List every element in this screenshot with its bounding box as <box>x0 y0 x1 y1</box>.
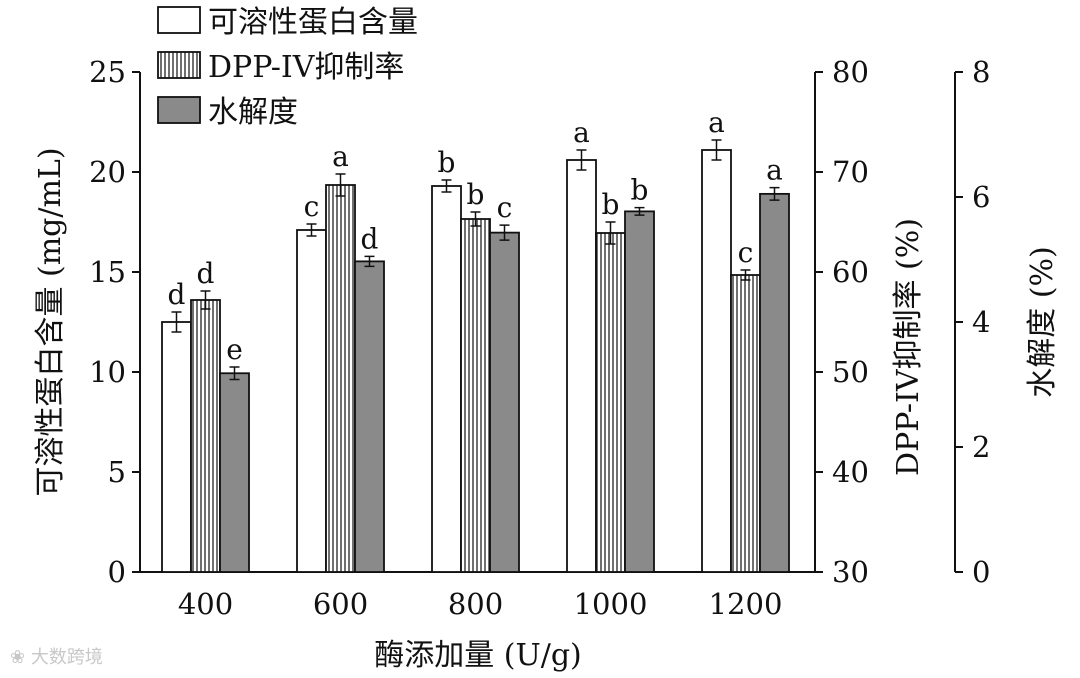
x-tick-label: 800 <box>448 587 503 621</box>
x-tick-label: 1200 <box>709 587 783 621</box>
significance-letter: b <box>438 146 456 179</box>
legend-swatch-protein <box>157 6 201 34</box>
bar <box>489 231 520 573</box>
right-dh-tick-label: 4 <box>972 305 990 339</box>
left-tick-label: 5 <box>108 455 126 489</box>
bar <box>460 218 491 573</box>
legend: 可溶性蛋白含量 DPP-IV抑制率 水解度 <box>157 5 418 130</box>
bar <box>431 185 462 573</box>
bar <box>219 372 250 573</box>
significance-letter: d <box>197 257 215 290</box>
right-dpp-tick-label: 50 <box>832 355 869 389</box>
significance-letter: c <box>738 236 754 269</box>
left-axis-ticks: 0 5 10 15 20 25 <box>89 55 140 589</box>
significance-letter: b <box>467 178 485 211</box>
significance-letter: e <box>226 333 243 366</box>
bar <box>595 232 626 573</box>
right-axis-dh-ticks: 0 2 4 6 8 <box>955 55 990 589</box>
left-tick-label: 10 <box>89 355 126 389</box>
right-dh-tick-label: 0 <box>972 555 990 589</box>
significance-letter: a <box>332 140 349 173</box>
bar <box>190 299 221 573</box>
legend-label-protein: 可溶性蛋白含量 <box>208 5 418 40</box>
watermark: ❀ 大数跨境 <box>10 643 103 669</box>
bar <box>296 229 327 573</box>
weibo-icon: ❀ <box>10 647 26 668</box>
right-y-axis-dh-title: 水解度 (%) <box>1025 246 1060 397</box>
significance-letter: b <box>602 188 620 221</box>
right-dpp-tick-label: 80 <box>832 55 869 89</box>
legend-swatch-dpp <box>157 51 201 79</box>
left-tick-label: 15 <box>89 255 126 289</box>
significance-letter: c <box>304 190 320 223</box>
bar <box>325 184 356 573</box>
bar <box>354 260 385 573</box>
watermark-text: 大数跨境 <box>30 647 103 668</box>
significance-letter: d <box>361 222 379 255</box>
right-dh-tick-label: 8 <box>972 55 990 89</box>
significance-letter: a <box>573 116 590 149</box>
bar <box>730 274 761 573</box>
legend-label-dh: 水解度 <box>208 95 298 130</box>
left-y-axis-title: 可溶性蛋白含量 (mg/mL) <box>33 147 68 496</box>
right-dpp-tick-label: 70 <box>832 155 869 189</box>
bar <box>701 149 732 573</box>
x-tick-label: 1000 <box>574 587 648 621</box>
left-tick-label: 25 <box>89 55 126 89</box>
right-dpp-tick-label: 60 <box>832 255 869 289</box>
left-tick-label: 0 <box>108 555 126 589</box>
x-tick-label: 400 <box>178 587 233 621</box>
bar <box>759 192 790 573</box>
significance-letter: d <box>168 278 186 311</box>
right-y-axis-dpp-title: DPP-IV抑制率 (%) <box>891 218 926 476</box>
bar <box>624 210 655 573</box>
right-dpp-tick-label: 30 <box>832 555 869 589</box>
significance-letter: c <box>497 191 513 224</box>
x-axis-title: 酶添加量 (U/g) <box>374 638 582 673</box>
legend-swatch-dh <box>157 96 201 124</box>
significance-letter: a <box>708 106 725 139</box>
right-dpp-tick-label: 40 <box>832 455 869 489</box>
significance-letter: a <box>766 154 783 187</box>
x-axis-ticks: 400 600 800 1000 1200 <box>178 587 783 621</box>
left-tick-label: 20 <box>89 155 126 189</box>
right-dh-tick-label: 6 <box>972 180 990 214</box>
significance-letter: b <box>631 174 649 207</box>
bar <box>161 321 192 573</box>
legend-label-dpp: DPP-IV抑制率 <box>208 50 404 85</box>
bar <box>566 159 597 573</box>
x-tick-label: 600 <box>313 587 368 621</box>
right-dh-tick-label: 2 <box>972 430 990 464</box>
right-axis-dpp-ticks: 30 40 50 60 70 80 <box>815 55 869 589</box>
